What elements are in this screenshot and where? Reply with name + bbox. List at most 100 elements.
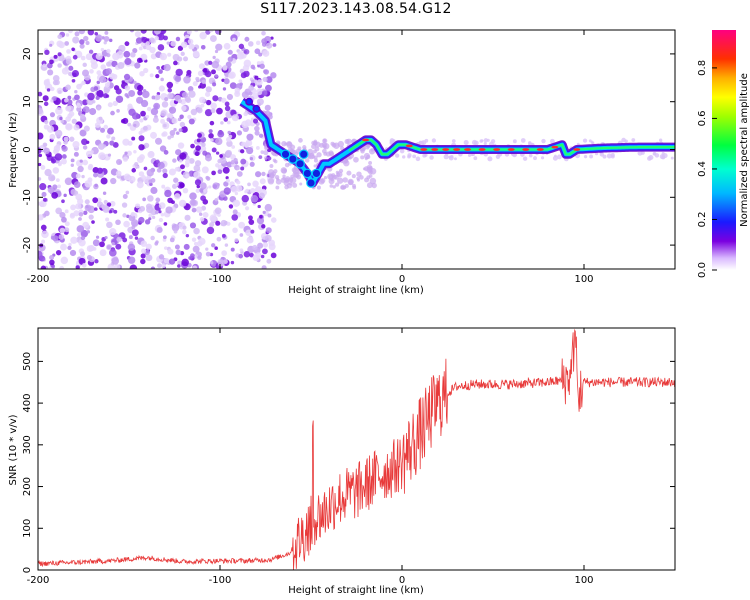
noise-point <box>250 195 259 203</box>
noise-point <box>368 160 373 165</box>
noise-point <box>216 236 222 242</box>
noise-point <box>98 152 106 160</box>
noise-point <box>106 221 113 229</box>
noise-point <box>344 183 349 188</box>
snr-x-tick-label: -200 <box>27 575 50 586</box>
snr-y-tick-label: 300 <box>22 435 33 454</box>
signal-blob <box>280 149 291 160</box>
noise-point <box>38 214 44 221</box>
noise-point <box>104 82 110 88</box>
noise-point <box>576 142 580 146</box>
noise-point <box>223 187 231 195</box>
noise-point <box>72 140 80 149</box>
noise-point <box>160 77 164 82</box>
noise-point <box>122 193 128 199</box>
noise-point <box>146 169 154 177</box>
noise-point <box>106 48 111 54</box>
noise-point <box>356 176 360 181</box>
noise-point <box>79 129 87 137</box>
noise-point <box>220 219 228 227</box>
noise-point <box>109 249 117 257</box>
noise-point <box>263 69 270 75</box>
noise-point <box>72 54 78 60</box>
noise-point <box>264 203 273 212</box>
noise-point <box>210 102 217 110</box>
noise-point <box>195 188 201 193</box>
noise-point <box>342 177 348 183</box>
noise-point <box>192 245 200 253</box>
colorbar-tick-label: 0.0 <box>697 262 708 278</box>
noise-point <box>117 62 125 70</box>
noise-point <box>116 159 123 166</box>
spectrogram-y-tick-label: 0 <box>22 146 33 152</box>
noise-point <box>59 265 65 269</box>
signal-peak <box>431 148 439 151</box>
noise-point <box>79 83 83 87</box>
noise-point <box>467 153 472 157</box>
noise-point <box>109 200 116 207</box>
noise-point <box>163 246 168 250</box>
noise-point <box>98 92 104 98</box>
noise-point <box>150 131 157 139</box>
noise-point <box>55 249 62 256</box>
noise-point <box>275 185 280 190</box>
noise-point <box>241 120 249 129</box>
signal-blob <box>302 168 313 179</box>
noise-point <box>200 45 206 50</box>
noise-point <box>130 51 136 58</box>
noise-point <box>99 241 105 248</box>
noise-point <box>149 182 153 187</box>
noise-point <box>175 68 183 77</box>
noise-point <box>61 67 69 75</box>
noise-point <box>171 223 180 232</box>
noise-point <box>60 119 65 124</box>
noise-point <box>443 154 449 160</box>
noise-point <box>145 44 152 51</box>
noise-point <box>200 103 205 108</box>
noise-point <box>264 156 268 160</box>
noise-point <box>145 114 150 119</box>
noise-point <box>123 50 131 58</box>
noise-point <box>55 178 60 183</box>
noise-point <box>106 134 111 139</box>
noise-point <box>328 178 335 185</box>
noise-point <box>69 213 76 219</box>
noise-point <box>163 222 168 226</box>
snr-panel: -200 -100 0 100 0 100 200 300 400 500 Height of … <box>8 327 676 596</box>
noise-point <box>175 149 182 156</box>
noise-point <box>173 60 178 66</box>
noise-point <box>211 170 216 176</box>
noise-point <box>158 69 163 74</box>
noise-point <box>92 100 96 104</box>
noise-point <box>272 43 277 47</box>
noise-point <box>148 213 153 218</box>
noise-point <box>205 30 211 35</box>
noise-point <box>256 216 265 225</box>
snr-frame <box>37 327 676 571</box>
noise-point <box>240 158 247 165</box>
noise-point <box>57 63 62 68</box>
noise-point <box>214 198 219 202</box>
spectrogram-x-tick-label: -100 <box>209 274 232 285</box>
snr-y-tick-label: 200 <box>22 477 33 496</box>
noise-point <box>231 145 236 149</box>
noise-point <box>198 144 207 153</box>
noise-point <box>58 162 62 167</box>
noise-point <box>201 166 209 174</box>
noise-point <box>212 184 218 189</box>
noise-point <box>173 229 178 234</box>
noise-point <box>233 158 238 163</box>
noise-point <box>39 183 47 191</box>
noise-point <box>254 75 259 80</box>
noise-point <box>176 56 183 62</box>
noise-point <box>80 235 86 241</box>
noise-point <box>38 177 42 181</box>
noise-point <box>161 132 166 137</box>
noise-point <box>240 149 245 154</box>
noise-point <box>366 144 371 148</box>
noise-point <box>179 152 187 160</box>
noise-point <box>223 181 229 187</box>
noise-point <box>255 40 261 46</box>
spectrogram-plot-area <box>38 30 675 269</box>
